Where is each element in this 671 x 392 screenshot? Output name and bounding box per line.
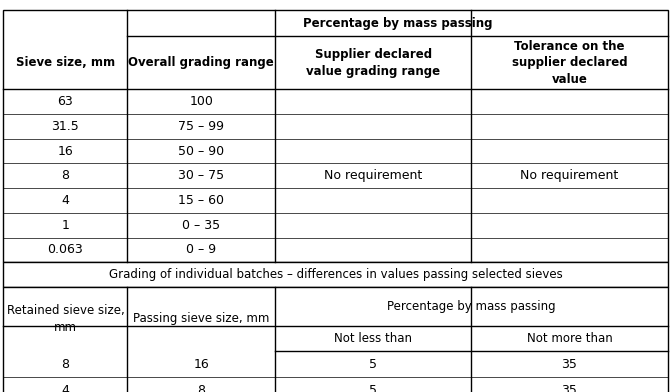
Text: 50 – 90: 50 – 90 [178, 145, 224, 158]
Text: No requirement: No requirement [521, 169, 619, 182]
Text: 35: 35 [562, 384, 578, 392]
Text: 35: 35 [562, 358, 578, 371]
Text: Tolerance on the
supplier declared
value: Tolerance on the supplier declared value [512, 40, 627, 86]
Text: 100: 100 [189, 95, 213, 108]
Text: Passing sieve size, mm: Passing sieve size, mm [133, 312, 270, 325]
Text: 8: 8 [62, 358, 69, 371]
Text: 8: 8 [62, 169, 69, 182]
Text: Not less than: Not less than [334, 332, 412, 345]
Text: 5: 5 [369, 384, 377, 392]
Text: 31.5: 31.5 [52, 120, 79, 133]
Text: 8: 8 [197, 384, 205, 392]
Bar [3, 287, 668, 392]
Text: 4: 4 [62, 384, 69, 392]
Text: 1: 1 [62, 219, 69, 232]
Bar [3, 262, 668, 287]
Text: 16: 16 [193, 358, 209, 371]
Text: 0.063: 0.063 [48, 243, 83, 256]
Text: Overall grading range: Overall grading range [128, 56, 274, 69]
Text: 63: 63 [58, 95, 73, 108]
Bar [3, 10, 668, 262]
Text: Retained sieve size,
mm: Retained sieve size, mm [7, 304, 124, 334]
Text: Grading of individual batches – differences in values passing selected sieves: Grading of individual batches – differen… [109, 268, 562, 281]
Text: 15 – 60: 15 – 60 [178, 194, 224, 207]
Text: 0 – 9: 0 – 9 [187, 243, 216, 256]
Text: No requirement: No requirement [324, 169, 422, 182]
Text: 5: 5 [369, 358, 377, 371]
Text: Not more than: Not more than [527, 332, 613, 345]
Text: 16: 16 [58, 145, 73, 158]
Text: Percentage by mass passing: Percentage by mass passing [303, 16, 493, 30]
Text: Percentage by mass passing: Percentage by mass passing [387, 300, 556, 313]
Text: Supplier declared
value grading range: Supplier declared value grading range [306, 48, 440, 78]
Text: 30 – 75: 30 – 75 [178, 169, 224, 182]
Text: 4: 4 [62, 194, 69, 207]
Text: 75 – 99: 75 – 99 [178, 120, 224, 133]
Text: 0 – 35: 0 – 35 [183, 219, 220, 232]
Text: Sieve size, mm: Sieve size, mm [16, 56, 115, 69]
